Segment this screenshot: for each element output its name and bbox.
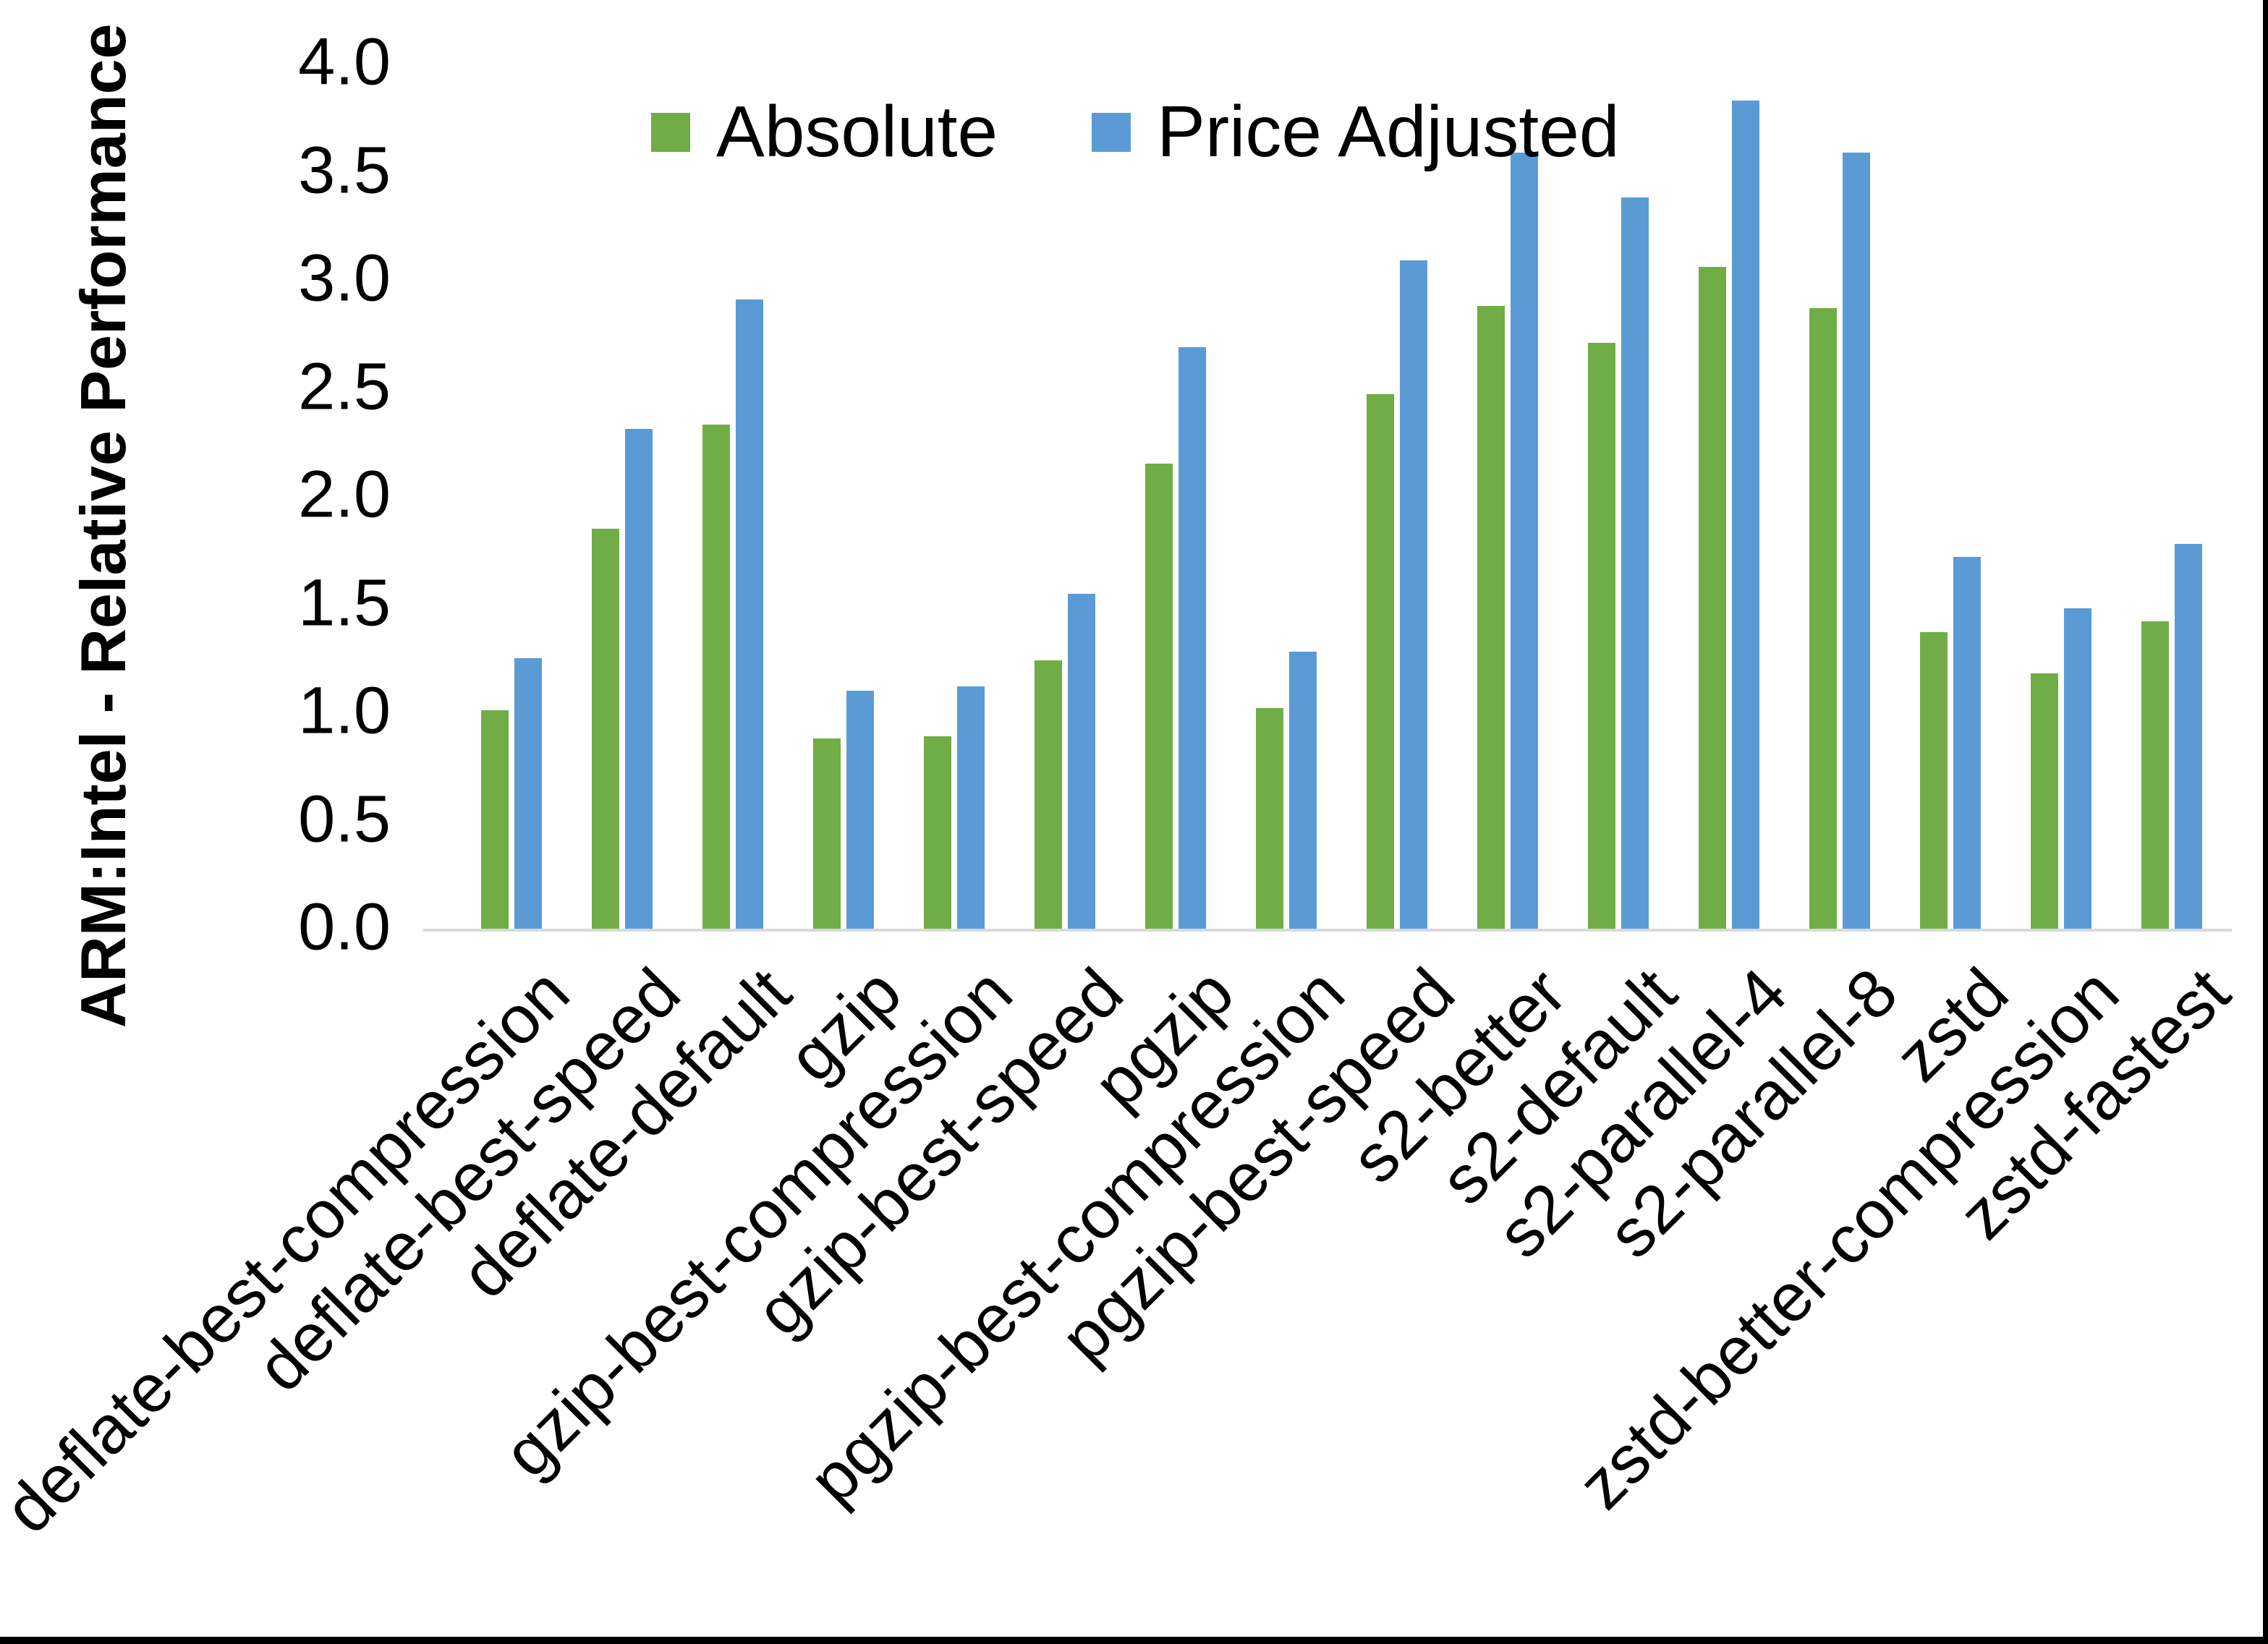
bar-absolute-deflate-best-speed — [591, 528, 619, 929]
legend-swatch-absolute-icon — [651, 112, 690, 152]
y-tick-label-4.0: 4.0 — [298, 25, 391, 99]
bar-absolute-zstd-better-compression — [2030, 673, 2058, 929]
bar-price-adjusted-s2-parallel-8 — [1842, 152, 1870, 929]
legend-label-price-adjusted: Price Adjusted — [1157, 91, 1620, 172]
screenshot-bottom-border — [0, 1637, 2268, 1644]
bar-price-adjusted-gzip-best-speed — [1067, 593, 1095, 929]
legend-label-absolute: Absolute — [716, 91, 998, 172]
bar-price-adjusted-s2-parallel-4 — [1731, 100, 1759, 929]
bar-price-adjusted-pgzip — [1178, 346, 1206, 929]
bar-price-adjusted-gzip — [846, 691, 874, 929]
chart-legend: Absolute Price Adjusted — [651, 90, 1619, 174]
bar-price-adjusted-deflate-default — [735, 299, 763, 929]
bar-absolute-pgzip-best-speed — [1366, 394, 1394, 929]
y-tick-label-0.5: 0.5 — [298, 781, 391, 856]
y-axis-title: ARM:Intel - Relative Performance — [67, 23, 139, 1028]
bar-absolute-deflate-best-compression — [480, 710, 509, 929]
y-tick-label-0.0: 0.0 — [298, 890, 391, 964]
y-tick-label-1.0: 1.0 — [298, 673, 391, 748]
bar-absolute-gzip-best-compression — [923, 736, 951, 929]
legend-item-absolute: Absolute — [651, 90, 998, 174]
bar-absolute-s2-parallel-8 — [1809, 307, 1837, 929]
y-tick-label-3.0: 3.0 — [298, 241, 391, 315]
screenshot-right-border — [2263, 0, 2268, 1644]
bar-absolute-zstd — [1919, 632, 1948, 929]
bar-price-adjusted-s2-better — [1510, 152, 1538, 929]
bar-price-adjusted-s2-default — [1621, 197, 1649, 929]
bar-price-adjusted-zstd-better-compression — [2063, 608, 2091, 929]
bar-absolute-s2-parallel-4 — [1698, 267, 1726, 929]
bar-absolute-s2-better — [1477, 305, 1505, 929]
y-tick-label-2.5: 2.5 — [298, 349, 391, 423]
bar-price-adjusted-pgzip-best-compression — [1288, 652, 1317, 929]
y-tick-label-1.5: 1.5 — [298, 565, 391, 639]
bar-price-adjusted-zstd-fastest — [2174, 543, 2202, 929]
legend-item-price-adjusted: Price Adjusted — [1092, 90, 1619, 174]
legend-swatch-price-adjusted-icon — [1092, 112, 1131, 152]
bar-price-adjusted-deflate-best-compression — [514, 658, 542, 929]
bar-absolute-gzip-best-speed — [1034, 660, 1062, 929]
x-axis-line — [423, 929, 2232, 932]
bar-price-adjusted-zstd — [1953, 556, 1981, 929]
bar-absolute-s2-default — [1587, 342, 1615, 929]
bar-price-adjusted-gzip-best-compression — [956, 686, 985, 929]
y-tick-label-2.0: 2.0 — [298, 457, 391, 532]
bar-price-adjusted-pgzip-best-speed — [1399, 260, 1427, 929]
bar-price-adjusted-deflate-best-speed — [624, 429, 653, 929]
bar-absolute-gzip — [812, 738, 841, 929]
bar-absolute-deflate-default — [702, 425, 730, 929]
bar-absolute-pgzip — [1144, 464, 1173, 929]
y-tick-label-3.5: 3.5 — [298, 132, 391, 207]
bar-absolute-pgzip-best-compression — [1255, 708, 1283, 929]
bar-absolute-zstd-fastest — [2141, 621, 2169, 929]
